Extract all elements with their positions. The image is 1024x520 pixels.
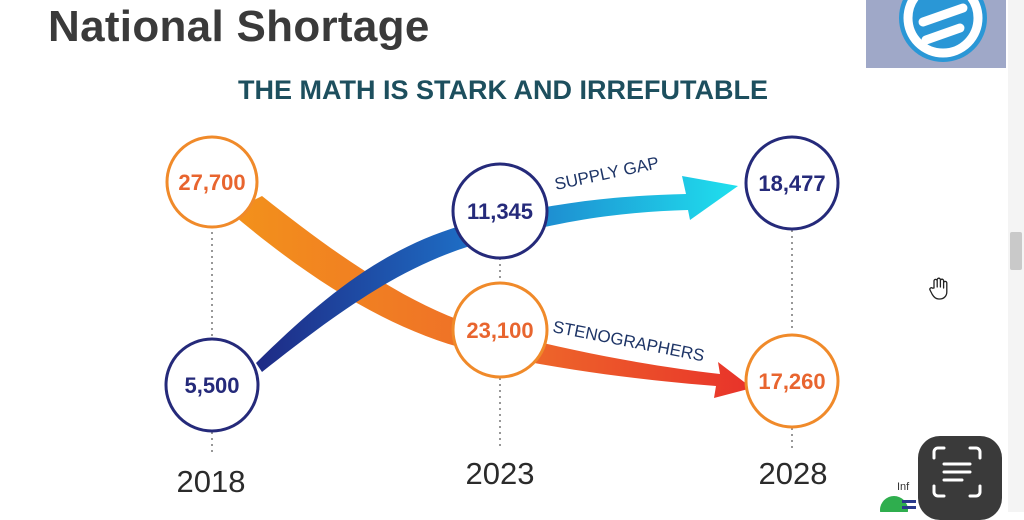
- value-label: 11,345: [467, 199, 533, 224]
- text-scan-icon: [932, 446, 982, 498]
- supply-gap-node-2023: 11,345: [451, 162, 549, 260]
- supply-gap-arrow: [256, 176, 738, 372]
- value-label: 17,260: [758, 369, 825, 394]
- brand-logo-icon: [899, 0, 987, 62]
- corner-badge[interactable]: [880, 476, 920, 512]
- stenographers-node-2023: 23,100: [451, 281, 549, 379]
- text-scan-button[interactable]: [918, 436, 1002, 520]
- page-title: National Shortage: [48, 2, 430, 51]
- stenographers-node-2018: 27,700: [165, 135, 259, 229]
- value-label: 27,700: [178, 170, 245, 195]
- corner-partial-text: Inf: [897, 481, 910, 493]
- year-label-2018: 2018: [177, 464, 246, 499]
- supply-gap-node-2018: 5,500: [164, 337, 260, 433]
- value-label: 18,477: [758, 171, 825, 196]
- value-label: 23,100: [466, 318, 533, 343]
- year-label-2028: 2028: [759, 456, 828, 491]
- logo-panel: [866, 0, 1006, 68]
- stenographers-arrow: [230, 196, 752, 398]
- hand-cursor-icon: [929, 277, 948, 300]
- year-label-2023: 2023: [466, 456, 535, 491]
- supply-gap-node-2028: 18,477: [744, 135, 840, 231]
- value-label: 5,500: [184, 373, 239, 398]
- stenographers-node-2028: 17,260: [744, 333, 840, 429]
- badge-icon: [880, 496, 916, 512]
- supply-gap-label: SUPPLY GAP: [553, 153, 661, 194]
- diagram-subtitle: THE MATH IS STARK AND IRREFUTABLE: [238, 75, 768, 105]
- shortage-diagram: THE MATH IS STARK AND IRREFUTABLE SUPPLY…: [164, 75, 840, 499]
- scrollbar-thumb[interactable]: [1010, 232, 1022, 270]
